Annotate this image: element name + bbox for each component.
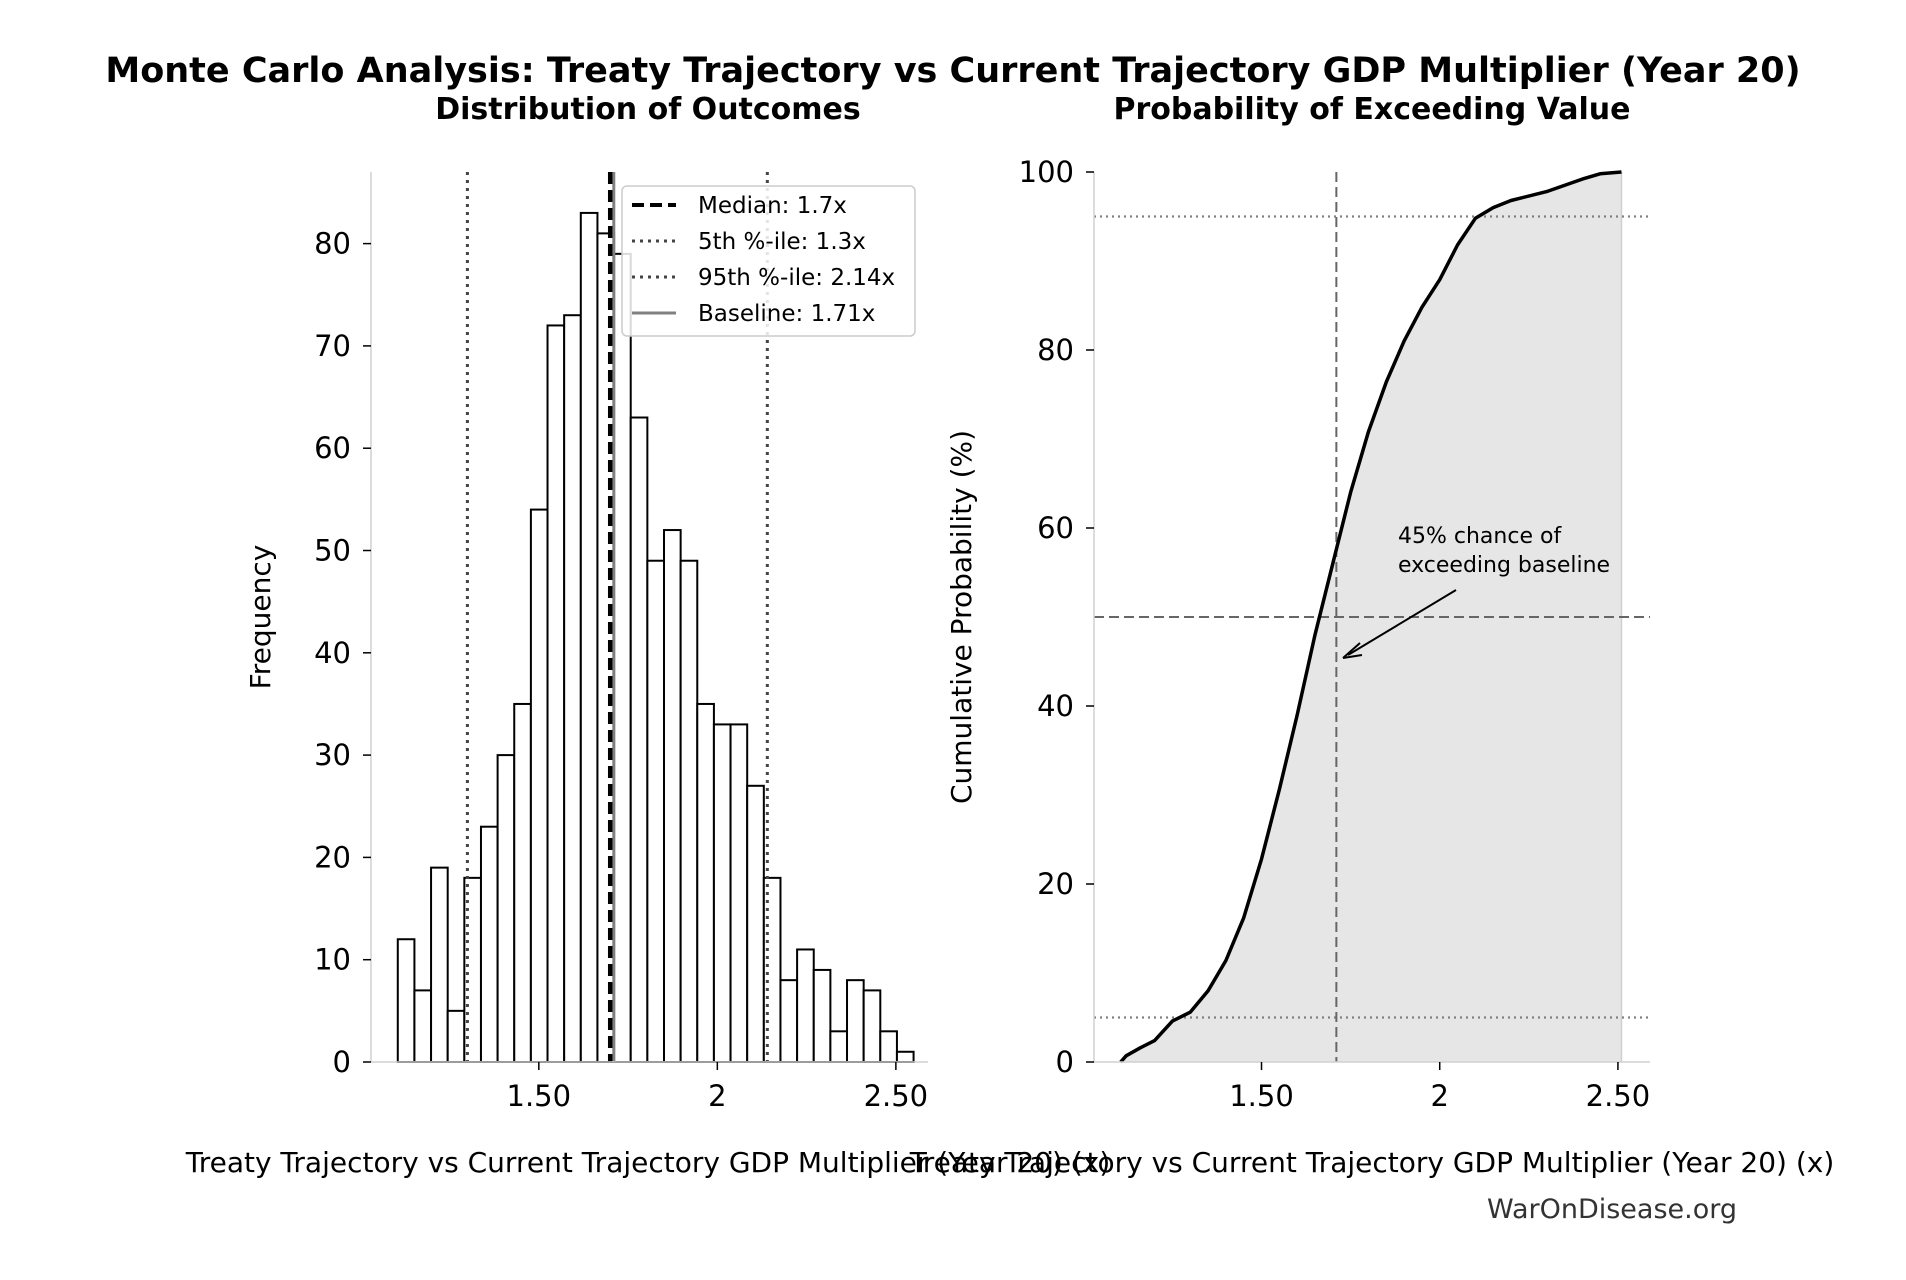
y-tick-label: 60 (1037, 511, 1074, 545)
histogram-bar (646, 559, 665, 1064)
x-tick-label: 2 (708, 1079, 726, 1113)
histogram-bar (479, 825, 499, 1063)
histogram-bar (679, 559, 699, 1064)
annotation-arrow-head (1342, 642, 1363, 659)
histogram-bar (662, 529, 682, 1063)
y-tick-label: 10 (314, 943, 351, 977)
x-tick-label: 1.50 (507, 1079, 572, 1113)
histogram-y-axis-label: Frequency (244, 545, 277, 690)
histogram-bar (463, 876, 482, 1063)
x-tick-label: 2.50 (864, 1079, 929, 1113)
cumulative-x-axis-label: Treaty Trajectory vs Current Trajectory … (909, 1146, 1835, 1179)
y-tick-label: 70 (314, 329, 351, 363)
histogram-bar (613, 252, 632, 1064)
cumulative-x-ticks: 1.50 2 2.50 (1229, 1062, 1650, 1113)
cumulative-panel: Probability of Exceeding Value 0 20 40 60 80… (909, 92, 1835, 1179)
y-tick-label: 0 (1056, 1045, 1074, 1079)
cumulative-curve (1119, 170, 1622, 1064)
legend-label: 95th %-ile: 2.14x (698, 265, 895, 291)
histogram-x-axis-label: Treaty Trajectory vs Current Trajectory … (185, 1146, 1111, 1179)
histogram-bar (812, 968, 832, 1063)
histogram-legend: Median: 1.7x 5th %-ile: 1.3x 95th %-ile: 2… (621, 185, 916, 337)
histogram-reference-lines (465, 172, 769, 1062)
y-tick-label: 40 (1037, 689, 1074, 723)
y-tick-label: 30 (314, 738, 351, 772)
figure-suptitle: Monte Carlo Analysis: Treaty Trajectory … (105, 51, 1800, 91)
x-tick-label: 1.50 (1229, 1079, 1294, 1113)
histogram-bar (546, 324, 566, 1063)
histogram-bar (629, 416, 649, 1064)
histogram-panel: Distribution of Outcomes 010203040506070… (185, 92, 1111, 1179)
histogram-bar (579, 211, 599, 1063)
histogram-bar (762, 876, 782, 1063)
histogram-bar (746, 784, 765, 1063)
y-tick-label: 20 (314, 840, 351, 874)
histogram-bar (430, 866, 449, 1064)
legend-label: 5th %-ile: 1.3x (698, 229, 866, 255)
watermark: WarOnDisease.org (1487, 1194, 1737, 1225)
legend-frame (621, 185, 916, 337)
histogram-bar (895, 1050, 915, 1064)
histogram-bar (529, 508, 549, 1064)
histogram-bar (413, 989, 433, 1063)
histogram-bar (563, 314, 582, 1063)
histogram-bar (862, 989, 882, 1063)
histogram-x-ticks: 1.50 2 2.50 (507, 1062, 929, 1113)
annotation-arrow-shaft (1347, 589, 1457, 656)
cumulative-reference-lines (1094, 172, 1650, 1062)
histogram-title: Distribution of Outcomes (435, 92, 861, 127)
histogram-bar (729, 723, 749, 1064)
histogram-bar (712, 723, 732, 1064)
histogram-y-ticks: 0 10 20 30 40 50 60 70 80 (314, 227, 371, 1079)
annotation-line-2: exceeding baseline (1398, 553, 1610, 578)
x-tick-label: 2.50 (1586, 1079, 1651, 1113)
histogram-bar (696, 702, 715, 1064)
y-tick-label: 80 (314, 227, 351, 261)
y-tick-label: 60 (314, 431, 351, 465)
histogram-bar (829, 1030, 849, 1063)
y-tick-label: 100 (1019, 155, 1074, 189)
cumulative-y-axis-label: Cumulative Probability (%) (945, 430, 978, 804)
histogram-bar (396, 938, 416, 1064)
histogram-bar (513, 702, 532, 1064)
legend-label: Baseline: 1.71x (698, 301, 875, 327)
y-tick-label: 40 (314, 636, 351, 670)
histogram-bar (796, 948, 815, 1063)
x-tick-label: 2 (1430, 1079, 1448, 1113)
histogram-bar (446, 1009, 466, 1064)
cumulative-y-ticks: 0 20 40 60 80 100 (1019, 155, 1094, 1079)
histogram-bars (396, 211, 915, 1064)
legend-label: Median: 1.7x (698, 193, 847, 219)
annotation-line-1: 45% chance of (1398, 524, 1562, 549)
y-tick-label: 20 (1037, 867, 1074, 901)
cumulative-title: Probability of Exceeding Value (1113, 92, 1630, 127)
baseline-annotation: 45% chance of exceeding baseline (1342, 524, 1610, 659)
histogram-bar (846, 979, 865, 1064)
y-tick-label: 0 (333, 1045, 351, 1079)
y-tick-label: 80 (1037, 333, 1074, 367)
histogram-bar (879, 1030, 898, 1063)
histogram-bar (779, 979, 799, 1064)
histogram-bar (496, 754, 516, 1063)
y-tick-label: 50 (314, 534, 351, 568)
